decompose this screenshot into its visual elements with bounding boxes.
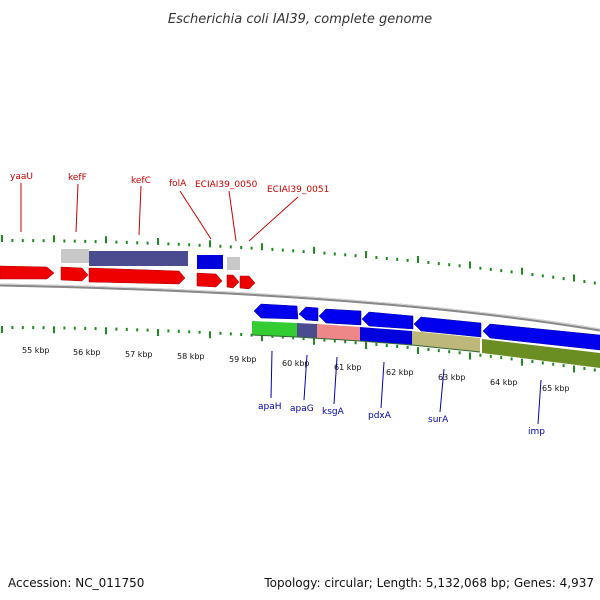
gene-label-folA[interactable]: folA — [169, 179, 187, 189]
leader-line-apaG — [303, 354, 308, 401]
scale-label: 59 kbp — [229, 355, 257, 364]
gene-label-surA[interactable]: surA — [428, 415, 449, 425]
gene-label-yaaU[interactable]: yaaU — [10, 172, 33, 182]
scale-label: 56 kbp — [73, 348, 101, 357]
map-title: Escherichia coli IAI39, complete genome — [168, 12, 432, 27]
scale-label: 61 kbp — [334, 363, 362, 372]
scale-label: 62 kbp — [386, 368, 414, 377]
upper-tick-track — [1, 235, 596, 285]
gene-label-ECIAI39_0050[interactable]: ECIAI39_0050 — [195, 180, 258, 190]
gene-label-pdxA[interactable]: pdxA — [368, 411, 392, 421]
feature-bar-folA[interactable] — [197, 255, 223, 269]
reverse-gene-arrows — [253, 303, 600, 351]
leader-line-pdxA — [380, 361, 385, 409]
gene-arrow-yaaU[interactable] — [0, 265, 55, 280]
scale-label: 55 kbp — [22, 346, 50, 355]
genome-backbone-highlight — [0, 283, 600, 330]
gene-arrow-ksgA[interactable] — [318, 308, 362, 326]
leader-line-surA — [439, 368, 445, 413]
forward-gene-arrows — [0, 265, 256, 290]
leader-line-imp — [537, 379, 542, 425]
feature-bar-imp[interactable] — [482, 339, 600, 368]
scale-label: 58 kbp — [177, 352, 205, 361]
scale-labels: 55 kbp 56 kbp 57 kbp 58 kbp 59 kbp 60 kb… — [22, 346, 570, 393]
feature-bar-kefC[interactable] — [89, 251, 188, 266]
gene-arrow-kefC[interactable] — [88, 267, 186, 285]
reverse-feature-track — [251, 321, 600, 368]
scale-label: 65 kbp — [542, 384, 570, 393]
gene-arrow-apaG[interactable] — [298, 306, 319, 322]
leader-line-ECIAI39_0050 — [228, 190, 237, 242]
scale-label: 64 kbp — [490, 378, 518, 387]
leader-line-ksgA — [333, 356, 338, 405]
leader-line-ECIAI39_0051 — [248, 196, 299, 242]
leader-line-kefC — [138, 185, 142, 236]
scale-label: 57 kbp — [125, 350, 153, 359]
scale-label: 63 kbp — [438, 373, 466, 382]
leader-line-folA — [179, 190, 212, 240]
forward-gene-labels: yaaU kefF kefC folA ECIAI39_0050 ECIAI39… — [10, 172, 329, 242]
leader-line-kefF — [75, 183, 79, 233]
gene-label-ksgA[interactable]: ksgA — [322, 407, 345, 417]
reverse-gene-labels: apaH apaG ksgA pdxA surA imp — [258, 350, 545, 437]
feature-bar-outline — [251, 334, 481, 353]
gene-arrow-imp[interactable] — [482, 323, 600, 351]
scale-label: 60 kbp — [282, 359, 310, 368]
feature-bar-apaH[interactable] — [252, 321, 297, 337]
feature-bar-pdxA[interactable] — [360, 327, 412, 345]
genome-backbone — [0, 283, 600, 332]
leader-line-apaH — [270, 350, 273, 399]
gene-arrow-ECIAI39_0050[interactable] — [226, 274, 240, 289]
forward-feature-track — [61, 249, 240, 270]
accession-text: Accession: NC_011750 — [8, 576, 144, 590]
gene-arrow-ECIAI39_0051[interactable] — [239, 275, 256, 290]
feature-bar-apaG[interactable] — [297, 323, 317, 338]
gene-arrow-kefF[interactable] — [60, 266, 89, 282]
gene-arrow-folA[interactable] — [196, 272, 223, 288]
feature-bar-ECIAI39_0050[interactable] — [227, 257, 240, 270]
gene-label-apaG[interactable]: apaG — [290, 404, 314, 414]
feature-bar-kefF[interactable] — [61, 249, 89, 263]
gene-arrow-pdxA[interactable] — [361, 311, 414, 330]
genome-summary-text: Topology: circular; Length: 5,132,068 bp… — [263, 576, 594, 590]
gene-label-kefF[interactable]: kefF — [68, 173, 87, 183]
gene-label-imp[interactable]: imp — [528, 427, 545, 437]
gene-arrow-apaH[interactable] — [253, 303, 299, 320]
gene-label-kefC[interactable]: kefC — [131, 176, 151, 186]
gene-arrow-surA[interactable] — [413, 316, 482, 338]
gene-label-apaH[interactable]: apaH — [258, 402, 282, 412]
gene-label-ECIAI39_0051[interactable]: ECIAI39_0051 — [267, 185, 329, 195]
feature-bar-ksgA[interactable] — [317, 324, 360, 341]
